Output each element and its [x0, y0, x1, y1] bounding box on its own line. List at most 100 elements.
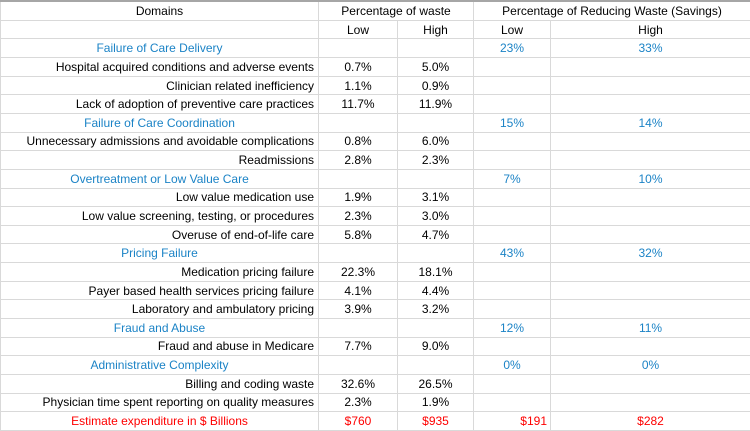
domain-cell[interactable]: Readmissions: [0, 150, 319, 170]
savings-low-cell[interactable]: [473, 57, 551, 77]
waste-low-cell[interactable]: [318, 168, 398, 189]
savings-high-cell[interactable]: [549, 75, 750, 96]
savings-high-cell[interactable]: [549, 336, 750, 357]
savings-high-cell[interactable]: [549, 280, 750, 301]
waste-high-cell[interactable]: 1.9%: [397, 392, 474, 413]
domain-cell[interactable]: Unnecessary admissions and avoidable com…: [0, 131, 319, 152]
waste-high-cell[interactable]: 9.0%: [397, 336, 474, 357]
savings-high-cell[interactable]: [549, 392, 750, 413]
savings-low-cell[interactable]: [473, 75, 551, 96]
domain-cell[interactable]: Administrative Complexity: [0, 355, 319, 375]
domain-cell[interactable]: Overuse of end-of-life care: [0, 224, 319, 245]
savings-high-cell[interactable]: 32%: [549, 243, 750, 264]
savings-low-cell[interactable]: [473, 224, 551, 245]
waste-low-cell[interactable]: [318, 318, 398, 338]
waste-low-cell[interactable]: 2.8%: [318, 150, 398, 170]
domain-cell[interactable]: Estimate expenditure in $ Billions: [0, 411, 319, 431]
waste-low-cell[interactable]: 5.8%: [318, 224, 398, 245]
savings-high-cell[interactable]: [549, 57, 750, 77]
waste-high-cell[interactable]: [397, 355, 474, 375]
domain-cell[interactable]: Billing and coding waste: [0, 373, 319, 394]
domain-cell[interactable]: Laboratory and ambulatory pricing: [0, 299, 319, 320]
domains-header[interactable]: Domains: [0, 0, 319, 21]
waste-high-cell[interactable]: 3.1%: [397, 187, 474, 208]
domain-cell[interactable]: Failure of Care Coordination: [0, 112, 319, 133]
empty-header-cell[interactable]: [0, 19, 319, 40]
domain-cell[interactable]: Hospital acquired conditions and adverse…: [0, 57, 319, 77]
savings-low-cell[interactable]: [473, 392, 551, 413]
savings-low-cell[interactable]: 7%: [473, 168, 551, 189]
savings-low-cell[interactable]: [473, 187, 551, 208]
waste-high-cell[interactable]: [397, 243, 474, 264]
savings-high-cell[interactable]: 0%: [549, 355, 750, 375]
domain-cell[interactable]: Fraud and abuse in Medicare: [0, 336, 319, 357]
savings-high-cell[interactable]: [549, 187, 750, 208]
waste-low-cell[interactable]: [318, 38, 398, 59]
domain-cell[interactable]: Failure of Care Delivery: [0, 38, 319, 59]
domain-cell[interactable]: Low value screening, testing, or procedu…: [0, 206, 319, 226]
waste-low-header[interactable]: Low: [318, 19, 398, 40]
savings-high-cell[interactable]: [549, 206, 750, 226]
savings-low-cell[interactable]: 43%: [473, 243, 551, 264]
savings-high-cell[interactable]: $282: [549, 411, 750, 431]
savings-low-cell[interactable]: [473, 150, 551, 170]
waste-high-cell[interactable]: 2.3%: [397, 150, 474, 170]
waste-low-cell[interactable]: [318, 355, 398, 375]
waste-low-cell[interactable]: 11.7%: [318, 94, 398, 114]
waste-low-cell[interactable]: 32.6%: [318, 373, 398, 394]
domain-cell[interactable]: Physician time spent reporting on qualit…: [0, 392, 319, 413]
savings-low-cell[interactable]: [473, 206, 551, 226]
savings-high-cell[interactable]: [549, 224, 750, 245]
waste-low-cell[interactable]: 1.1%: [318, 75, 398, 96]
savings-high-cell[interactable]: 14%: [549, 112, 750, 133]
waste-high-cell[interactable]: [397, 112, 474, 133]
savings-high-cell[interactable]: 11%: [549, 318, 750, 338]
waste-low-cell[interactable]: 22.3%: [318, 262, 398, 282]
domain-cell[interactable]: Overtreatment or Low Value Care: [0, 168, 319, 189]
waste-high-cell[interactable]: $935: [397, 411, 474, 431]
waste-high-cell[interactable]: 0.9%: [397, 75, 474, 96]
savings-high-cell[interactable]: [549, 150, 750, 170]
waste-low-cell[interactable]: 0.7%: [318, 57, 398, 77]
savings-high-cell[interactable]: 10%: [549, 168, 750, 189]
savings-low-cell[interactable]: 15%: [473, 112, 551, 133]
domain-cell[interactable]: Lack of adoption of preventive care prac…: [0, 94, 319, 114]
waste-low-cell[interactable]: 2.3%: [318, 392, 398, 413]
waste-high-cell[interactable]: [397, 38, 474, 59]
savings-low-cell[interactable]: 12%: [473, 318, 551, 338]
waste-group-header[interactable]: Percentage of waste: [318, 0, 474, 21]
waste-high-cell[interactable]: 4.7%: [397, 224, 474, 245]
savings-low-cell[interactable]: 23%: [473, 38, 551, 59]
waste-high-cell[interactable]: 11.9%: [397, 94, 474, 114]
waste-high-cell[interactable]: 5.0%: [397, 57, 474, 77]
waste-high-cell[interactable]: 18.1%: [397, 262, 474, 282]
savings-high-cell[interactable]: 33%: [549, 38, 750, 59]
domain-cell[interactable]: Payer based health services pricing fail…: [0, 280, 319, 301]
domain-cell[interactable]: Low value medication use: [0, 187, 319, 208]
savings-low-cell[interactable]: [473, 262, 551, 282]
domain-cell[interactable]: Clinician related inefficiency: [0, 75, 319, 96]
waste-low-cell[interactable]: [318, 112, 398, 133]
waste-high-cell[interactable]: 4.4%: [397, 280, 474, 301]
waste-low-cell[interactable]: 2.3%: [318, 206, 398, 226]
waste-low-cell[interactable]: 7.7%: [318, 336, 398, 357]
savings-high-header[interactable]: High: [549, 19, 750, 40]
savings-low-cell[interactable]: [473, 131, 551, 152]
waste-high-header[interactable]: High: [397, 19, 474, 40]
waste-high-cell[interactable]: [397, 168, 474, 189]
savings-low-cell[interactable]: [473, 280, 551, 301]
savings-low-cell[interactable]: [473, 373, 551, 394]
domain-cell[interactable]: Fraud and Abuse: [0, 318, 319, 338]
savings-high-cell[interactable]: [549, 262, 750, 282]
savings-high-cell[interactable]: [549, 299, 750, 320]
waste-high-cell[interactable]: 26.5%: [397, 373, 474, 394]
savings-low-cell[interactable]: $191: [473, 411, 551, 431]
waste-high-cell[interactable]: 3.0%: [397, 206, 474, 226]
waste-high-cell[interactable]: [397, 318, 474, 338]
savings-high-cell[interactable]: [549, 373, 750, 394]
waste-low-cell[interactable]: $760: [318, 411, 398, 431]
domain-cell[interactable]: Pricing Failure: [0, 243, 319, 264]
waste-low-cell[interactable]: 1.9%: [318, 187, 398, 208]
waste-high-cell[interactable]: 6.0%: [397, 131, 474, 152]
savings-high-cell[interactable]: [549, 94, 750, 114]
